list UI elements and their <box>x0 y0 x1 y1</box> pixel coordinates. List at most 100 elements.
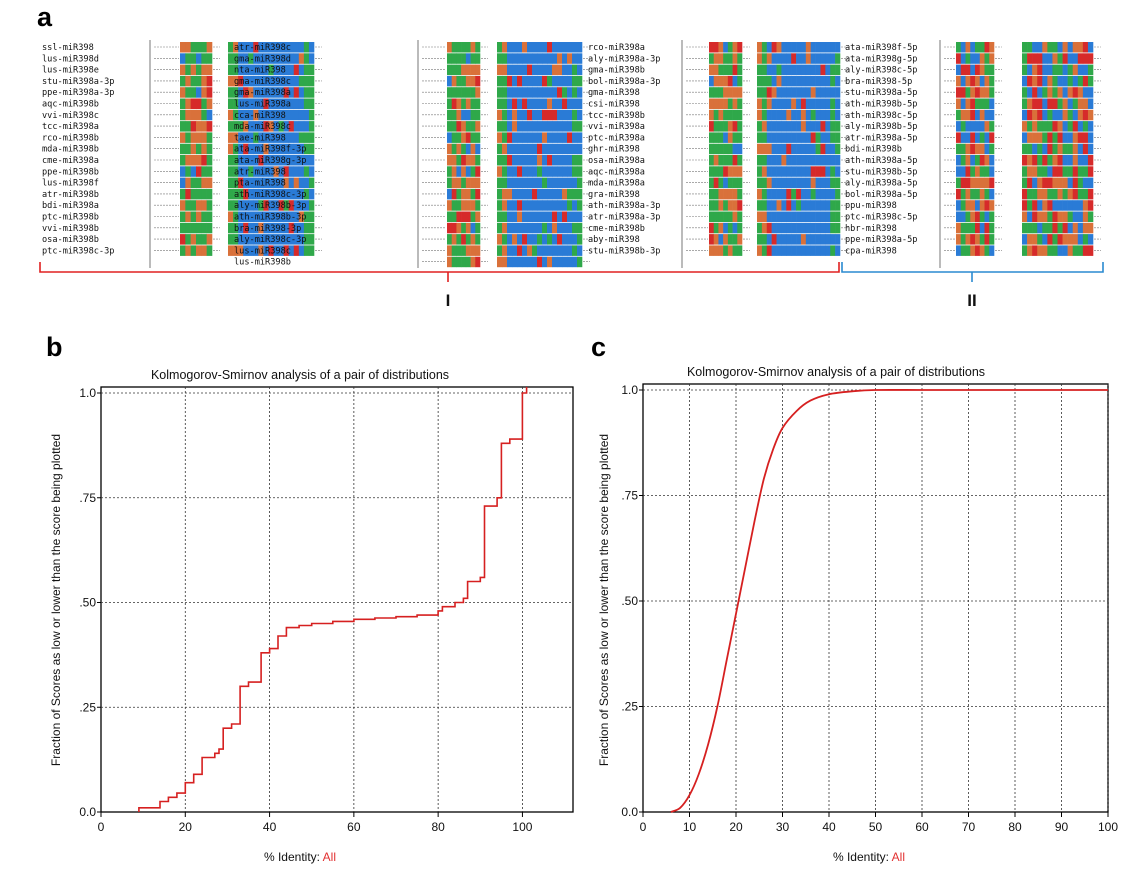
residue-cell <box>537 256 543 268</box>
residue-cell <box>577 256 583 268</box>
residue-cell <box>557 166 563 177</box>
residue-cell <box>781 109 787 121</box>
residue-cell <box>1052 121 1058 132</box>
residue-cell <box>975 234 981 245</box>
residue-cell <box>830 121 836 132</box>
residue-cell <box>1022 200 1028 211</box>
residue-cell <box>185 200 191 211</box>
residue-cell <box>757 143 763 155</box>
residue-cell <box>470 177 476 189</box>
residue-cell <box>825 200 831 211</box>
residue-cell <box>248 53 254 64</box>
residue-cell <box>288 64 295 76</box>
residue-cell <box>206 211 213 222</box>
residue-cell <box>185 132 191 143</box>
residue-cell <box>567 143 573 155</box>
residue-cell <box>970 121 976 132</box>
residue-cell <box>723 155 729 166</box>
residue-cell <box>786 155 792 166</box>
residue-cell <box>293 200 300 211</box>
residue-cell <box>532 234 538 245</box>
residue-cell <box>781 87 787 98</box>
residue-cell <box>288 166 295 177</box>
residue-cell <box>465 121 471 132</box>
residue-cell <box>975 98 981 109</box>
residue-cell <box>1067 222 1074 234</box>
residue-cell <box>243 166 249 177</box>
residue-cell <box>820 211 826 222</box>
residue-cell <box>288 75 295 87</box>
residue-cell <box>709 53 715 64</box>
residue-cell <box>502 75 508 87</box>
residue-cell <box>527 53 533 64</box>
residue-cell <box>577 42 583 53</box>
chart-c-tick-label-x: 50 <box>869 820 883 834</box>
residue-cell <box>557 42 563 53</box>
residue-cell <box>709 75 715 87</box>
residue-cell <box>1057 166 1063 177</box>
residue-cell <box>572 121 578 132</box>
residue-cell <box>190 222 197 234</box>
residue-cell <box>965 155 971 166</box>
residue-cell <box>1032 188 1038 200</box>
residue-cell <box>771 64 777 76</box>
residue-cell <box>1052 87 1058 98</box>
residue-cell <box>461 177 467 189</box>
residue-cell <box>547 75 553 87</box>
residue-cell <box>1082 234 1089 245</box>
residue-cell <box>979 87 985 98</box>
residue-cell <box>206 234 213 245</box>
residue-cell <box>522 75 528 87</box>
residue-cell <box>228 121 234 132</box>
residue-cell <box>1072 132 1079 143</box>
residue-cell <box>577 98 583 109</box>
residue-cell <box>709 177 715 189</box>
residue-cell <box>517 42 523 53</box>
residue-cell <box>820 132 826 143</box>
residue-cell <box>1032 222 1038 234</box>
chart-b-tick-label-y: 1.0 <box>79 386 96 400</box>
residue-cell <box>796 222 802 234</box>
residue-cell <box>258 245 264 256</box>
residue-cell <box>1047 98 1053 109</box>
residue-cell <box>815 222 821 234</box>
residue-cell <box>975 143 981 155</box>
residue-cell <box>835 64 841 76</box>
residue-cell <box>1027 42 1033 53</box>
residue-cell <box>497 222 503 234</box>
sequence-name: cme-miR398a <box>42 156 99 166</box>
residue-cell <box>796 42 802 53</box>
residue-cell <box>278 109 284 121</box>
residue-cell <box>532 245 538 256</box>
chart-c-series-line <box>670 389 1108 813</box>
residue-cell <box>475 222 481 234</box>
residue-cell <box>830 211 836 222</box>
residue-cell <box>180 188 186 200</box>
residue-cell <box>1057 98 1063 109</box>
residue-cell <box>298 98 305 109</box>
residue-cell <box>283 42 290 53</box>
residue-cell <box>206 87 213 98</box>
residue-cell <box>1082 245 1089 256</box>
residue-cell <box>820 166 826 177</box>
residue-cell <box>979 166 985 177</box>
residue-cell <box>572 211 578 222</box>
residue-cell <box>800 87 807 98</box>
residue-cell <box>815 200 821 211</box>
residue-cell <box>293 75 300 87</box>
residue-cell <box>522 109 528 121</box>
sequence-name: ppe-miR398a-3p <box>42 88 114 98</box>
residue-cell <box>956 42 962 53</box>
residue-cell <box>263 121 269 132</box>
residue-cell <box>776 177 782 189</box>
residue-cell <box>1077 87 1084 98</box>
residue-cell <box>542 53 548 64</box>
residue-cell <box>522 87 528 98</box>
residue-cell <box>737 132 743 143</box>
residue-cell <box>547 166 553 177</box>
residue-cell <box>815 64 821 76</box>
residue-cell <box>185 42 191 53</box>
residue-cell <box>820 98 826 109</box>
chart-b-tick-label-x: 80 <box>431 820 445 834</box>
residue-cell <box>180 87 186 98</box>
